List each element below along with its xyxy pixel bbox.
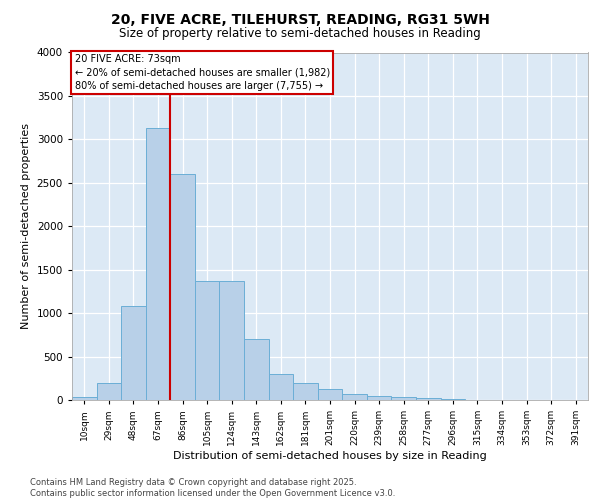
Y-axis label: Number of semi-detached properties: Number of semi-detached properties <box>21 123 31 329</box>
Bar <box>146 128 170 400</box>
Text: 20, FIVE ACRE, TILEHURST, READING, RG31 5WH: 20, FIVE ACRE, TILEHURST, READING, RG31 … <box>110 12 490 26</box>
Bar <box>440 399 465 400</box>
Bar <box>121 306 146 400</box>
Bar <box>170 174 195 400</box>
Bar <box>367 396 391 400</box>
Bar <box>97 382 121 400</box>
X-axis label: Distribution of semi-detached houses by size in Reading: Distribution of semi-detached houses by … <box>173 451 487 461</box>
Bar <box>220 281 244 400</box>
Bar <box>72 398 97 400</box>
Bar <box>391 398 416 400</box>
Text: 20 FIVE ACRE: 73sqm
← 20% of semi-detached houses are smaller (1,982)
80% of sem: 20 FIVE ACRE: 73sqm ← 20% of semi-detach… <box>74 54 330 90</box>
Bar <box>293 382 318 400</box>
Text: Contains HM Land Registry data © Crown copyright and database right 2025.
Contai: Contains HM Land Registry data © Crown c… <box>30 478 395 498</box>
Bar <box>269 374 293 400</box>
Bar <box>416 398 440 400</box>
Bar <box>342 394 367 400</box>
Bar <box>195 281 220 400</box>
Bar <box>318 388 342 400</box>
Text: Size of property relative to semi-detached houses in Reading: Size of property relative to semi-detach… <box>119 28 481 40</box>
Bar <box>244 339 269 400</box>
